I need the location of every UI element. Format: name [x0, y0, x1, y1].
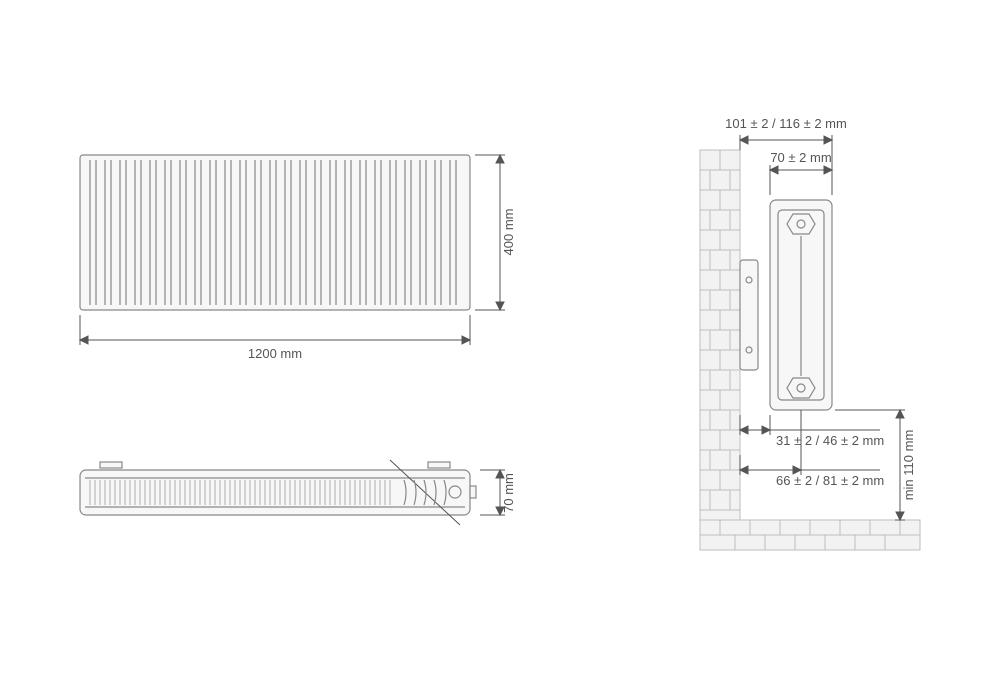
- gap1-label: 31 ± 2 / 46 ± 2 mm: [776, 433, 884, 448]
- technical-drawing: 1200 mm 400 mm: [0, 0, 989, 700]
- depth-label: 70 mm: [501, 473, 516, 513]
- front-view: 1200 mm 400 mm: [80, 155, 516, 361]
- panel-depth-dimension: [770, 165, 832, 195]
- height-label: 400 mm: [501, 209, 516, 256]
- gap1-dimension: [740, 415, 880, 435]
- width-dimension: [80, 315, 470, 345]
- panel-depth-label: 70 ± 2 mm: [770, 150, 831, 165]
- side-view: 101 ± 2 / 116 ± 2 mm 70 ± 2 mm 31 ± 2 / …: [700, 116, 920, 550]
- floor-clearance-dimension: [835, 410, 905, 520]
- overall-depth-dimension: [740, 135, 832, 195]
- width-label: 1200 mm: [248, 346, 302, 361]
- overall-depth-label: 101 ± 2 / 116 ± 2 mm: [725, 116, 847, 131]
- gap2-label: 66 ± 2 / 81 ± 2 mm: [776, 473, 884, 488]
- top-view: 70 mm: [80, 460, 516, 525]
- floor-clearance-label: min 110 mm: [901, 430, 916, 501]
- radiator-side-icon: [770, 200, 832, 410]
